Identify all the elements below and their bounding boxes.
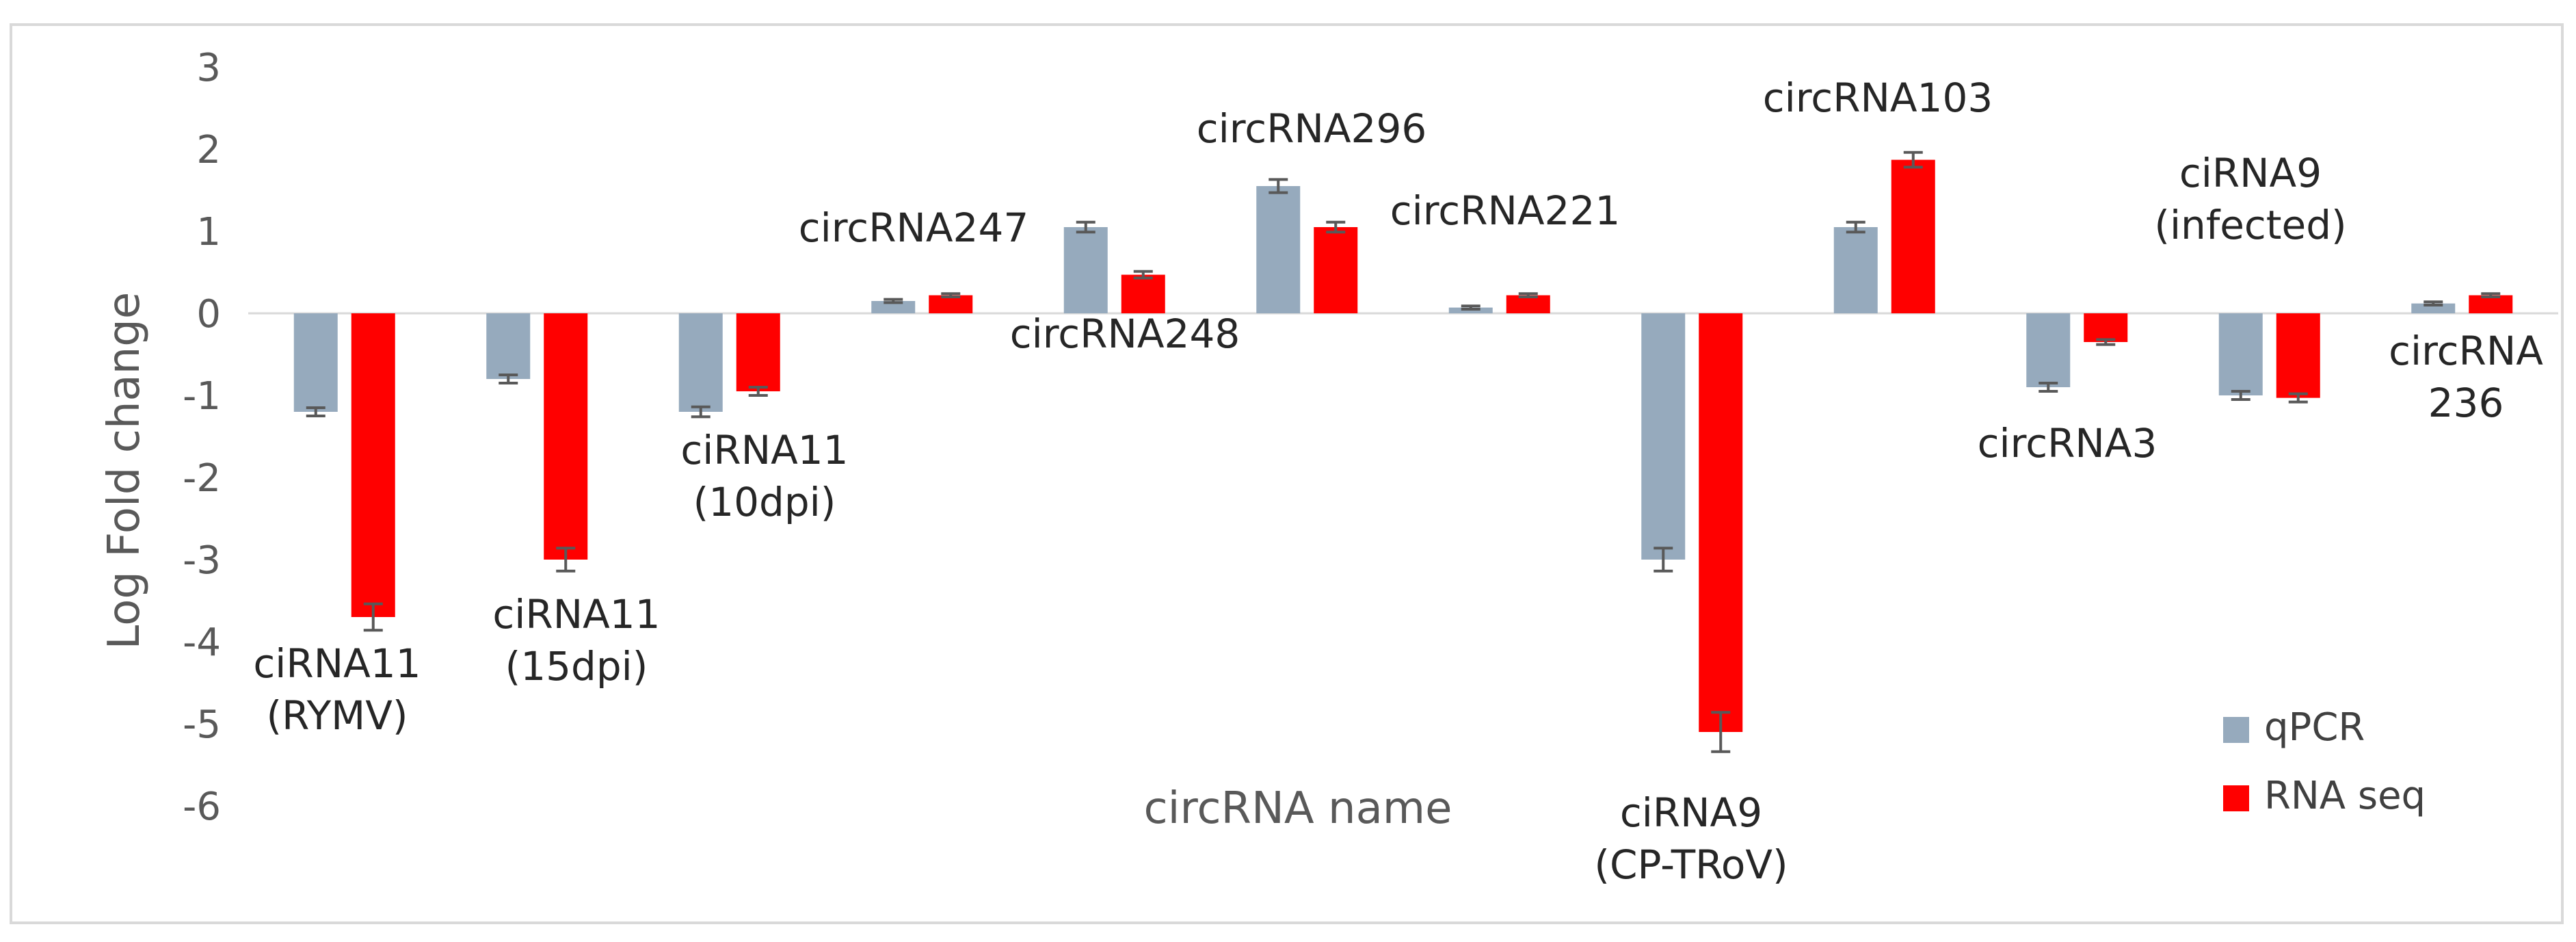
error-bar (1133, 270, 1153, 280)
qpcr-bar (678, 313, 723, 412)
error-bars (306, 151, 2501, 753)
category-label: ciRNA11 (RYMV) (253, 640, 421, 739)
y-tick-label: 2 (196, 128, 221, 172)
chart-frame: 3 2 1 0 -1 -2 -3 -4 -5 -6 Log Fold change ciRNA11… (10, 23, 2564, 924)
error-bar (306, 406, 326, 417)
error-bar (1326, 220, 1346, 234)
error-bar (1518, 292, 1538, 298)
legend: qPCR RNA seq (2223, 705, 2426, 818)
legend-label: qPCR (2264, 705, 2365, 750)
category-label-line: circRNA221 (1390, 187, 1621, 234)
error-bar (1711, 711, 1731, 753)
category-label: ciRNA9 (CP-TRoV) (1594, 789, 1788, 888)
category-label-line: (infected) (2154, 202, 2346, 248)
qpcr-bar (1063, 227, 1108, 313)
category-label-line: circRNA248 (1010, 311, 1240, 357)
category-label: circRNA 236 (2389, 328, 2543, 426)
qpcr-bar (1256, 186, 1301, 313)
error-bar (556, 547, 576, 573)
qpcr-bar (2026, 313, 2071, 387)
qpcr-bar (2411, 303, 2456, 313)
error-bar (1654, 547, 1673, 573)
error-bar (941, 292, 961, 298)
legend-swatch (2223, 717, 2249, 743)
error-bar (691, 405, 711, 419)
rnaseq-bar (1314, 227, 1358, 313)
error-bar (1269, 178, 1288, 194)
y-tick-label: -6 (183, 785, 221, 829)
category-label-line: circRNA3 (1978, 420, 2157, 467)
bars (293, 159, 2513, 732)
qpcr-bar (1833, 227, 1878, 313)
category-label-line: circRNA (2389, 328, 2543, 374)
y-tick-label: -3 (183, 538, 221, 583)
x-axis-label: circRNA name (1143, 783, 1452, 834)
rnaseq-bar (544, 313, 588, 560)
qpcr-bar (871, 301, 916, 313)
rnaseq-bar (736, 313, 780, 391)
category-labels: ciRNA11 (RYMV) ciRNA11 (15dpi) ciRNA11 (10dpi… (253, 75, 2543, 888)
error-bar (2039, 382, 2058, 393)
category-label: circRNA247 (799, 205, 1029, 251)
rnaseq-bar (2084, 313, 2128, 342)
rnaseq-bar (1699, 313, 1743, 732)
y-tick-label: -4 (183, 620, 221, 665)
error-bar (1846, 220, 1865, 234)
category-label-line: circRNA296 (1197, 105, 1427, 152)
error-bar (363, 602, 383, 632)
y-tick-label: -2 (183, 456, 221, 501)
category-label-line: ciRNA11 (253, 640, 421, 687)
rnaseq-bar (1891, 159, 1935, 313)
error-bar (748, 386, 768, 397)
rnaseq-bar (2276, 313, 2320, 398)
category-label-line: ciRNA9 (2179, 150, 2322, 196)
category-label-line: ciRNA11 (680, 427, 848, 473)
error-bar (1461, 304, 1480, 311)
category-label: ciRNA11 (10dpi) (680, 427, 848, 525)
y-tick-label: -1 (183, 374, 221, 419)
error-bar (2096, 338, 2116, 346)
qpcr-bar (2218, 313, 2263, 395)
error-bar (2424, 300, 2443, 306)
error-bar (2481, 292, 2501, 298)
qpcr-bar (1641, 313, 1686, 560)
category-label: circRNA296 (1197, 105, 1427, 152)
category-label-line: (RYMV) (267, 692, 408, 739)
bar-chart: 3 2 1 0 -1 -2 -3 -4 -5 -6 Log Fold change ciRNA11… (99, 46, 2558, 888)
category-label: circRNA221 (1390, 187, 1621, 234)
error-bar (2288, 392, 2308, 404)
y-tick-label: 3 (196, 46, 221, 90)
category-label-line: (CP-TRoV) (1594, 841, 1788, 888)
y-tick-label: -5 (183, 703, 221, 747)
error-bar (499, 374, 518, 384)
y-tick-label: 0 (196, 292, 221, 337)
error-bar (1076, 220, 1096, 234)
category-label-line: circRNA103 (1763, 75, 1993, 121)
y-axis-ticks: 3 2 1 0 -1 -2 -3 -4 -5 -6 (183, 46, 221, 829)
y-axis-label: Log Fold change (99, 292, 150, 650)
category-label: circRNA248 (1010, 311, 1240, 357)
qpcr-bar (293, 313, 338, 412)
error-bar (884, 298, 903, 304)
category-label-line: circRNA247 (799, 205, 1029, 251)
y-tick-label: 1 (196, 210, 221, 254)
category-label: ciRNA11 (15dpi) (492, 591, 660, 690)
rnaseq-bar (1121, 274, 1165, 313)
legend-item: RNA seq (2223, 774, 2426, 818)
category-label-line: (15dpi) (505, 643, 648, 690)
legend-label: RNA seq (2264, 774, 2426, 818)
legend-swatch (2223, 785, 2249, 811)
error-bar (1903, 151, 1923, 169)
category-label-line: ciRNA9 (1620, 789, 1762, 836)
category-label-line: ciRNA11 (492, 591, 660, 638)
rnaseq-bar (351, 313, 395, 617)
qpcr-bar (486, 313, 531, 379)
error-bar (2231, 390, 2250, 401)
category-label: circRNA103 (1763, 75, 1993, 121)
category-label: ciRNA9 (infected) (2154, 150, 2346, 248)
category-label-line: 236 (2428, 380, 2504, 426)
category-label-line: (10dpi) (693, 479, 836, 525)
legend-item: qPCR (2223, 705, 2365, 750)
category-label: circRNA3 (1978, 420, 2157, 467)
